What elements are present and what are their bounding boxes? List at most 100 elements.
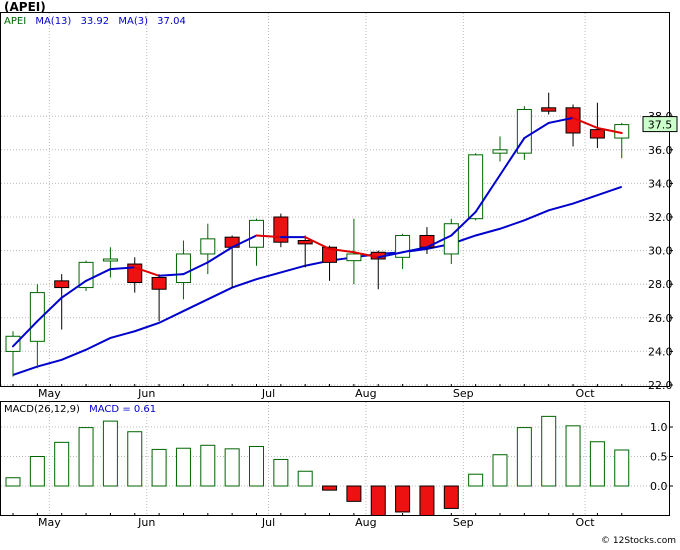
- candle-body: [5, 335, 21, 352]
- candle-body: [589, 129, 605, 139]
- macd-bar: [346, 485, 362, 502]
- ma3-segment: [401, 246, 428, 254]
- price-y-axis: 22.024.026.028.030.032.034.036.038.0: [648, 110, 673, 392]
- macd-x-tick-label: Jun: [137, 516, 155, 529]
- candle: [297, 235, 313, 268]
- macd-bar: [419, 485, 435, 516]
- macd-bar: [468, 473, 484, 487]
- candle-body: [249, 219, 264, 248]
- macd-bar: [589, 441, 605, 487]
- price-x-tick-label: Oct: [576, 387, 596, 400]
- ma3-segment: [60, 279, 88, 299]
- macd-bar: [541, 415, 557, 487]
- price-x-tick-label: May: [38, 387, 61, 400]
- ma3-segment: [182, 261, 209, 276]
- macd-bar: [175, 447, 191, 487]
- candle-body: [29, 292, 45, 342]
- price-y-tick-label: 34.0: [648, 177, 673, 190]
- candle-body: [200, 238, 216, 255]
- legend-ma3-value: 37.04: [157, 16, 186, 27]
- ma3-segment: [596, 126, 623, 134]
- price-y-tick-label: 30.0: [648, 245, 673, 258]
- macd-bar: [78, 427, 94, 487]
- candle-body: [151, 276, 167, 290]
- macd-x-tick-label: Aug: [355, 516, 376, 529]
- credit-text: © 12Stocks.com: [601, 536, 676, 546]
- macd-bar: [322, 485, 338, 491]
- ma3-segment: [377, 251, 404, 259]
- price-y-tick-label: 22.0: [648, 379, 673, 392]
- macd-bar: [127, 431, 143, 487]
- macd-x-tick-label: Sep: [453, 516, 474, 529]
- price-x-axis: May Jun Jul Aug Sep Oct: [12, 384, 623, 400]
- macd-bar: [297, 470, 313, 487]
- candle: [565, 104, 581, 147]
- ma13-line: [12, 185, 623, 376]
- ma3-segment: [158, 273, 185, 277]
- macd-legend-label: MACD(26,12,9): [4, 404, 80, 415]
- macd-legend: MACD(26,12,9) MACD = 0.61: [4, 404, 156, 415]
- ma3-segment: [255, 234, 282, 239]
- candle-body: [297, 240, 313, 245]
- ma13-polyline: [12, 185, 623, 376]
- candle-body: [78, 261, 94, 289]
- legend-ma13-label: MA(13): [35, 16, 71, 27]
- ma3-segment: [109, 266, 136, 271]
- candle: [102, 247, 118, 278]
- macd-bar: [5, 477, 21, 487]
- price-y-tick-label: 36.0: [648, 144, 673, 157]
- macd-bar: [516, 427, 532, 487]
- macd-x-tick-label: Jul: [261, 516, 275, 529]
- candle-body: [102, 258, 118, 262]
- price-y-tick-label: 24.0: [648, 345, 673, 358]
- macd-x-tick-label: Oct: [576, 516, 596, 529]
- macd-legend-eq: =: [122, 404, 130, 415]
- candle-body: [273, 216, 289, 243]
- candle: [200, 223, 216, 275]
- ma3-segment: [547, 116, 575, 124]
- macd-bar: [395, 485, 411, 513]
- candle: [273, 213, 289, 248]
- macd-bar: [565, 425, 581, 487]
- ma3-segment: [85, 268, 112, 282]
- macd-bar: [370, 485, 386, 516]
- ma3-segment: [206, 246, 234, 264]
- candle-body: [175, 253, 191, 284]
- last-price-box: [642, 116, 678, 133]
- ma3-segment: [499, 137, 526, 176]
- price-gridlines: [1, 13, 669, 386]
- price-y-tick-label: 28.0: [648, 278, 673, 291]
- candle-body: [322, 246, 338, 263]
- candle: [541, 92, 557, 115]
- candle: [249, 218, 264, 266]
- macd-bar: [249, 445, 264, 487]
- macd-x-axis: May Jun Jul Aug Sep Oct: [12, 513, 623, 529]
- price-x-tick-label: Sep: [453, 387, 474, 400]
- candle-body: [492, 149, 508, 154]
- ma3-segment: [328, 247, 355, 254]
- ma3-segment: [572, 116, 599, 129]
- macd-bar: [224, 448, 240, 487]
- candle: [175, 240, 191, 300]
- price-x-tick-label: Aug: [355, 387, 376, 400]
- macd-bar: [102, 420, 118, 487]
- candle-body: [468, 154, 484, 220]
- chart-title: (APEI): [4, 0, 46, 14]
- price-y-tick-label: 32.0: [648, 211, 673, 224]
- macd-legend-macd-label: MACD: [89, 404, 119, 415]
- macd-bar: [614, 449, 630, 487]
- price-x-tick-label: Jul: [261, 387, 275, 400]
- ma3-segment: [450, 210, 477, 237]
- price-legend: APEI MA(13) 33.92 MA(3) 37.04: [4, 16, 186, 27]
- legend-ma13-value: 33.92: [81, 16, 110, 27]
- ma3-segment: [133, 266, 161, 277]
- candle: [322, 245, 338, 281]
- candle: [516, 106, 532, 160]
- candle: [151, 274, 167, 322]
- macd-bar: [54, 441, 70, 487]
- macd-bar: [443, 485, 459, 509]
- macd-x-tick-label: May: [38, 516, 61, 529]
- macd-bar: [492, 454, 508, 487]
